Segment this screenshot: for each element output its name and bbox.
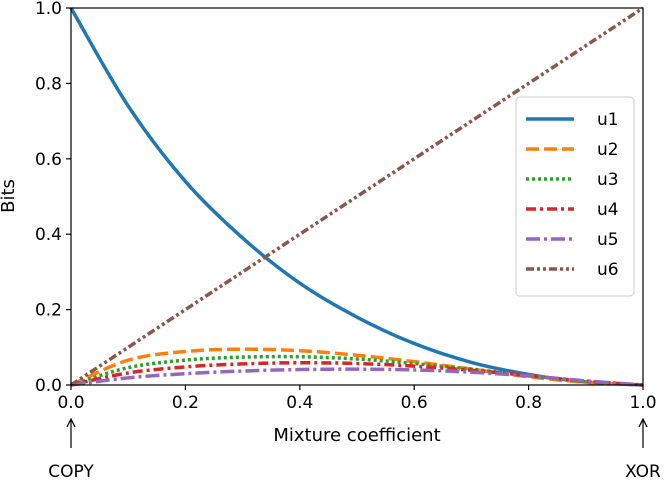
legend-label-u3: u3 — [597, 170, 619, 190]
y-tick-label: 0.0 — [35, 376, 62, 396]
annotation-layer: COPY XOR — [48, 417, 661, 482]
x-axis-label: Mixture coefficient — [273, 425, 440, 446]
y-axis-label: Bits — [0, 179, 19, 213]
ticks-layer: 0.00.0 0.2 0.2 0.4 0.4 0.6 0.6 0.8 0.8 1.0 1.0 — [35, 0, 657, 413]
y-tick-label: 1.0 — [35, 0, 62, 19]
y-tick-label: 0.8 — [35, 74, 62, 94]
plot-frame — [70, 7, 644, 386]
legend-label-u2: u2 — [597, 140, 619, 160]
series-line-u5 — [70, 367, 644, 387]
annotation-copy: COPY — [48, 462, 94, 482]
x-tick-label: 0.0 — [57, 393, 84, 413]
y-tick-label: 0.4 — [35, 225, 62, 245]
y-tick-label: 0.2 — [35, 301, 62, 321]
arrow-up-icon — [66, 417, 76, 428]
legend: u1 u2 u3 u4 u5 u6 — [515, 96, 635, 297]
x-tick-label: 0.8 — [515, 393, 542, 413]
x-tick-label: 0.6 — [401, 393, 428, 413]
series-line-u2 — [70, 347, 644, 387]
series-line-u3 — [70, 354, 644, 387]
annotation-xor: XOR — [625, 462, 661, 482]
y-tick-label: 0.6 — [35, 150, 62, 170]
x-tick-label: 0.4 — [286, 393, 313, 413]
legend-box — [515, 96, 635, 297]
arrow-up-icon — [638, 417, 648, 428]
legend-label-u6: u6 — [597, 260, 619, 280]
legend-label-u1: u1 — [597, 110, 619, 130]
legend-label-u5: u5 — [597, 230, 619, 250]
legend-label-u4: u4 — [597, 200, 619, 220]
series-layer — [69, 6, 644, 387]
series-line-u6 — [70, 6, 644, 387]
x-tick-label: 1.0 — [629, 393, 656, 413]
x-tick-label: 0.2 — [172, 393, 199, 413]
